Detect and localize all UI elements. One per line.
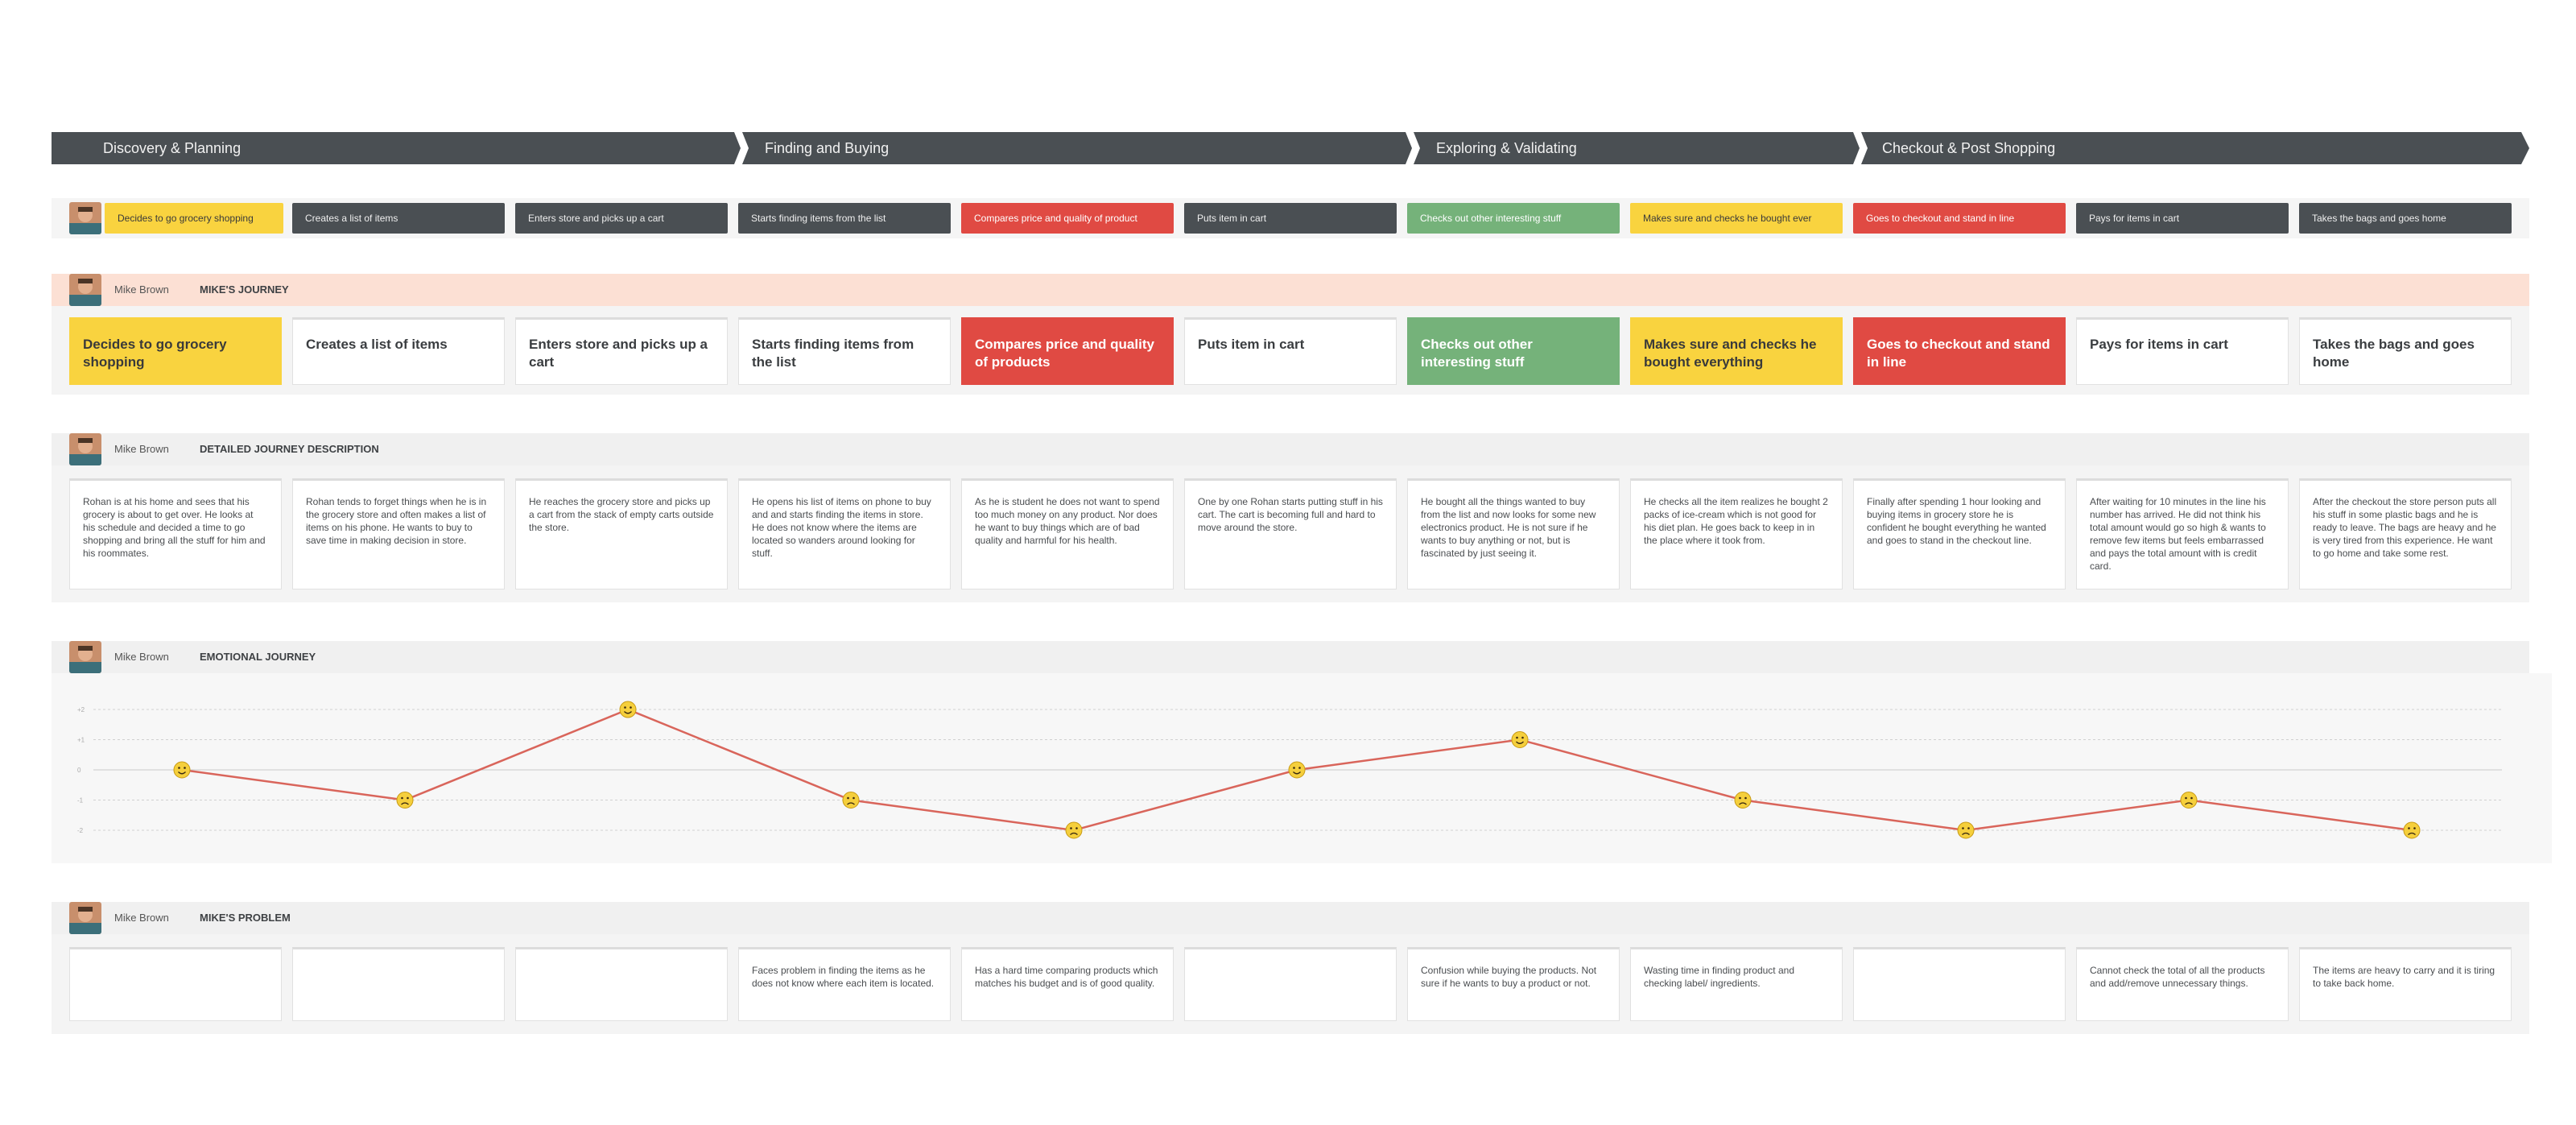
avatar [69,202,101,234]
avatar [69,641,101,673]
phase-label: Finding and Buying [765,140,890,156]
description-section: Mike Brown DETAILED JOURNEY DESCRIPTION … [52,433,2529,602]
journey-section: Mike Brown MIKE'S JOURNEY Decides to go … [52,274,2529,395]
summary-chip[interactable]: Pays for items in cart [2076,203,2289,234]
sad-face-icon[interactable] [396,792,414,809]
journey-card[interactable]: Decides to go grocery shopping [69,317,282,385]
phase-arrow-3 [1414,132,1860,164]
phase-finding[interactable]: Finding and Buying [742,132,1406,164]
journey-card[interactable]: Puts item in cart [1184,317,1397,385]
summary-row: Decides to go grocery shopping Creates a … [52,198,2529,238]
description-card: As he is student he does not want to spe… [961,478,1174,589]
description-card: He bought all the things wanted to buy f… [1407,478,1620,589]
section-title: EMOTIONAL JOURNEY [200,651,316,663]
happy-face-icon[interactable] [1511,731,1529,748]
summary-chip[interactable]: Compares price and quality of product [961,203,1174,234]
summary-chip[interactable]: Decides to go grocery shopping [105,203,283,234]
phase-label: Discovery & Planning [103,140,242,156]
y-tick-label: 0 [77,767,81,774]
section-title: DETAILED JOURNEY DESCRIPTION [200,443,379,455]
phase-arrow-4 [1861,132,2529,164]
journey-card[interactable]: Compares price and quality of products [961,317,1174,385]
section-header: Mike Brown MIKE'S PROBLEM [52,902,2529,934]
phase-banner: Discovery & Planning Finding and Buying … [52,132,2529,164]
description-card: He opens his list of items on phone to b… [738,478,951,589]
summary-chip[interactable]: Puts item in cart [1184,203,1397,234]
persona-name: Mike Brown [114,651,169,663]
section-header: Mike Brown MIKE'S JOURNEY [52,274,2529,306]
description-card: Rohan tends to forget things when he is … [292,478,505,589]
description-card: Finally after spending 1 hour looking an… [1853,478,2066,589]
sad-face-icon[interactable] [1734,792,1752,809]
y-tick-label: +2 [77,706,85,713]
description-card: After the checkout the store person puts… [2299,478,2512,589]
avatar [69,433,101,465]
smile-face-icon[interactable] [1288,761,1306,779]
sad-face-icon[interactable] [2180,792,2198,809]
summary-chip[interactable]: Checks out other interesting stuff [1407,203,1620,234]
journey-card[interactable]: Starts finding items from the list [738,317,951,385]
section-title: MIKE'S PROBLEM [200,912,291,924]
sad-face-icon[interactable] [842,792,860,809]
problem-card [1853,947,2066,1021]
avatar [69,902,101,934]
section-header: Mike Brown DETAILED JOURNEY DESCRIPTION [52,433,2529,465]
problem-card: Has a hard time comparing products which… [961,947,1174,1021]
persona-name: Mike Brown [114,283,169,296]
description-card: After waiting for 10 minutes in the line… [2076,478,2289,589]
avatar [69,274,101,306]
persona-name: Mike Brown [114,912,169,924]
journey-card[interactable]: Checks out other interesting stuff [1407,317,1620,385]
sad-face-icon[interactable] [1957,821,1975,839]
journey-card[interactable]: Takes the bags and goes home [2299,317,2512,385]
problem-card [292,947,505,1021]
smile-face-icon[interactable] [173,761,191,779]
summary-chip[interactable]: Starts finding items from the list [738,203,951,234]
persona-name: Mike Brown [114,443,169,455]
description-card: He checks all the item realizes he bough… [1630,478,1843,589]
description-card: One by one Rohan starts putting stuff in… [1184,478,1397,589]
problem-card [69,947,282,1021]
problem-card: The items are heavy to carry and it is t… [2299,947,2512,1021]
phase-label: Exploring & Validating [1436,140,1577,156]
problem-section: Mike Brown MIKE'S PROBLEM Faces problem … [52,902,2529,1034]
journey-card[interactable]: Goes to checkout and stand in line [1853,317,2066,385]
summary-chip[interactable]: Goes to checkout and stand in line [1853,203,2066,234]
problem-card [1184,947,1397,1021]
section-title: MIKE'S JOURNEY [200,283,289,296]
problem-card [515,947,728,1021]
happy-face-icon[interactable] [619,701,637,718]
problem-card: Wasting time in finding product and chec… [1630,947,1843,1021]
summary-chip[interactable]: Enters store and picks up a cart [515,203,728,234]
journey-card[interactable]: Pays for items in cart [2076,317,2289,385]
phase-arrow-2 [742,132,1412,164]
description-card: He reaches the grocery store and picks u… [515,478,728,589]
problem-card: Cannot check the total of all the produc… [2076,947,2289,1021]
y-tick-label: -2 [77,827,84,834]
phase-arrow-1 [52,132,741,164]
journey-card[interactable]: Enters store and picks up a cart [515,317,728,385]
phase-arrows [52,132,2529,164]
emotional-section: Mike Brown EMOTIONAL JOURNEY [52,641,2529,673]
emotion-chart-area: +2 +1 0 -1 -2 [52,673,2552,863]
summary-chip[interactable]: Creates a list of items [292,203,505,234]
description-card: Rohan is at his home and sees that his g… [69,478,282,589]
sad-face-icon[interactable] [2403,821,2421,839]
emotion-chart: +2 +1 0 -1 -2 [77,701,2502,839]
summary-chip[interactable]: Makes sure and checks he bought ever [1630,203,1843,234]
phase-discovery[interactable]: Discovery & Planning [52,132,734,164]
summary-chip[interactable]: Takes the bags and goes home [2299,203,2512,234]
section-header: Mike Brown EMOTIONAL JOURNEY [52,641,2529,673]
phase-exploring[interactable]: Exploring & Validating [1414,132,1853,164]
phase-label: Checkout & Post Shopping [1882,140,2056,156]
journey-card[interactable]: Creates a list of items [292,317,505,385]
problem-card: Faces problem in finding the items as he… [738,947,951,1021]
y-tick-label: -1 [77,797,84,804]
journey-card[interactable]: Makes sure and checks he bought everythi… [1630,317,1843,385]
y-tick-label: +1 [77,737,85,744]
phase-checkout[interactable]: Checkout & Post Shopping [1861,132,2521,164]
sad-face-icon[interactable] [1065,821,1083,839]
problem-card: Confusion while buying the products. Not… [1407,947,1620,1021]
